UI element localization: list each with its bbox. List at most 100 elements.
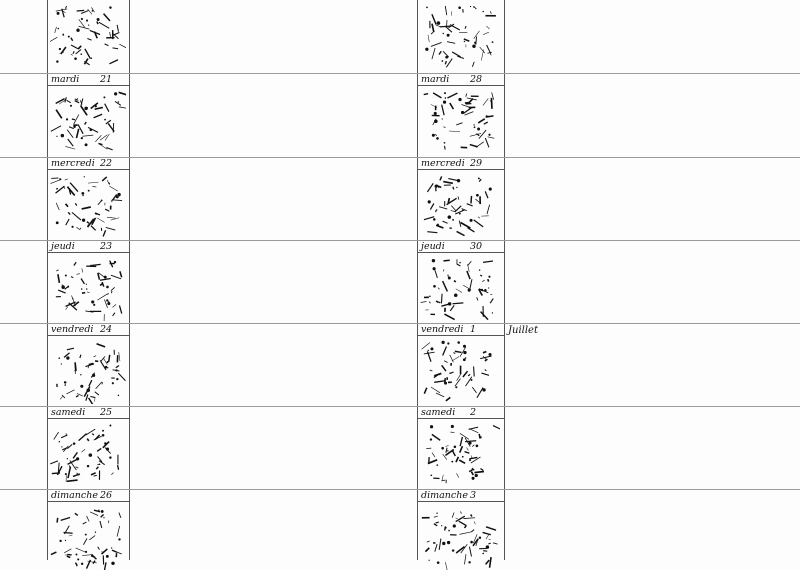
ink-stroke [118, 465, 119, 470]
ink-dot [486, 545, 489, 548]
ink-dot [472, 44, 475, 47]
ink-stroke [483, 352, 486, 353]
ink-dot [67, 458, 68, 459]
ink-stroke [434, 524, 437, 526]
ink-stroke [79, 434, 87, 441]
ink-dot [76, 457, 79, 460]
ink-stroke [82, 135, 93, 136]
ink-dot [107, 302, 110, 305]
ink-stroke [434, 516, 438, 517]
day-number: 26 [100, 490, 112, 501]
ink-stroke [119, 352, 120, 361]
ink-dot [463, 351, 466, 354]
ink-stroke [76, 395, 78, 396]
ink-stroke [480, 47, 485, 53]
ink-dot [477, 128, 480, 131]
ink-dot [429, 295, 431, 297]
ink-stroke [443, 281, 448, 291]
ink-stroke [100, 278, 111, 280]
ink-stroke [109, 186, 117, 191]
ink-stroke [73, 51, 74, 53]
ink-stroke [75, 362, 76, 371]
ink-dot [455, 386, 457, 388]
ink-stroke [96, 382, 102, 389]
ink-stroke [461, 105, 471, 108]
ink-dot [108, 301, 109, 302]
ink-stroke [87, 292, 90, 293]
ink-stroke [92, 186, 96, 187]
ink-stroke [105, 104, 109, 112]
ink-stroke [436, 393, 444, 397]
ink-stroke [436, 225, 443, 228]
ink-stroke [64, 549, 71, 553]
ink-dot [91, 57, 92, 58]
ink-stroke [445, 562, 447, 570]
ink-dot [102, 434, 105, 437]
ink-stroke [51, 126, 61, 132]
ink-stroke [86, 394, 88, 400]
ink-stroke [65, 204, 68, 207]
ink-dot [82, 195, 83, 196]
day-number: 23 [100, 241, 112, 252]
ink-stroke [455, 379, 461, 387]
ink-dot [97, 18, 100, 21]
ink-stroke [85, 122, 87, 125]
ink-stroke [470, 133, 481, 136]
day-name: samedi [421, 407, 455, 418]
ink-dot [93, 304, 95, 306]
ink-stroke [474, 220, 483, 227]
ink-dot [64, 381, 67, 384]
ink-stroke [112, 200, 122, 201]
ink-stroke [89, 536, 95, 540]
ink-stroke [109, 60, 118, 64]
ink-dot [95, 213, 97, 215]
day-name: dimanche [51, 490, 98, 501]
ink-stroke [436, 210, 437, 212]
ink-stroke [453, 353, 455, 354]
ink-stroke [431, 32, 433, 34]
right-sketch [420, 86, 500, 154]
day-name: mercredi [421, 158, 465, 169]
ink-stroke [483, 261, 493, 262]
ink-stroke [456, 457, 458, 462]
ink-dot [432, 134, 435, 137]
ink-stroke [95, 392, 99, 395]
ink-dot [443, 100, 446, 103]
ink-stroke [457, 264, 461, 266]
ink-stroke [107, 294, 109, 295]
ink-dot [437, 561, 440, 564]
ink-stroke [476, 37, 477, 45]
ink-stroke [440, 176, 442, 180]
ink-dot [492, 41, 494, 43]
ink-stroke [91, 103, 98, 109]
ink-stroke [87, 39, 91, 41]
ink-dot [447, 34, 450, 37]
ink-stroke [61, 47, 66, 54]
ink-stroke [91, 556, 95, 558]
ink-stroke [445, 526, 446, 530]
ink-dot [88, 190, 90, 192]
ink-stroke [458, 196, 459, 199]
ink-dot [74, 370, 75, 371]
ink-stroke [488, 279, 489, 281]
ink-dot [437, 21, 441, 25]
ink-stroke [435, 270, 437, 278]
ink-stroke [441, 294, 442, 304]
ink-dot [459, 262, 461, 264]
ink-stroke [82, 449, 86, 452]
ink-dot [479, 536, 481, 538]
ink-stroke [88, 9, 92, 14]
ink-stroke [438, 288, 440, 290]
ink-stroke [422, 342, 430, 349]
ink-dot [88, 25, 89, 26]
ink-stroke [94, 475, 97, 476]
ink-dot [58, 357, 60, 359]
ink-stroke [474, 366, 475, 376]
left-sketch [50, 170, 126, 238]
ink-dot [436, 137, 439, 140]
ink-dot [92, 10, 94, 12]
ink-stroke [56, 186, 65, 193]
